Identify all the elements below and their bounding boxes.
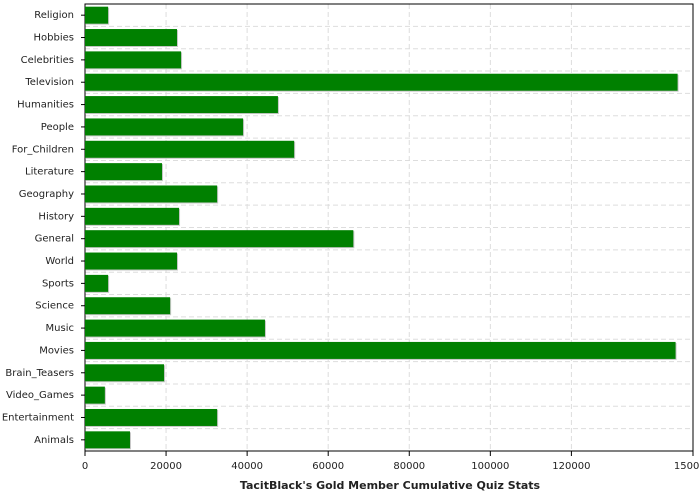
- y-tick-label: Sports: [42, 278, 74, 289]
- bar: [85, 96, 278, 114]
- bar: [85, 6, 109, 24]
- y-tick-label: Entertainment: [2, 412, 74, 423]
- y-tick-label: Movies: [39, 345, 74, 356]
- y-tick-label: Literature: [25, 167, 74, 178]
- x-tick-label: 0: [82, 461, 88, 472]
- y-tick-label: Hobbies: [34, 33, 74, 44]
- bar: [85, 274, 109, 292]
- x-tick-label: 150000: [674, 461, 700, 472]
- bar: [85, 140, 295, 158]
- x-tick-label: 100000: [471, 461, 509, 472]
- y-tick-label: Religion: [34, 10, 74, 21]
- y-tick-label: Video_Games: [6, 390, 74, 401]
- x-axis-label: TacitBlack's Gold Member Cumulative Quiz…: [240, 479, 541, 492]
- bar: [85, 252, 178, 270]
- bar: [85, 163, 163, 181]
- bar: [85, 51, 182, 69]
- x-tick-label: 80000: [393, 461, 425, 472]
- bar: [85, 207, 180, 225]
- y-tick-label: Animals: [34, 435, 74, 446]
- y-tick-label: Television: [24, 77, 74, 88]
- plot-frame: [84, 3, 694, 452]
- bar: [85, 386, 105, 404]
- y-tick-label: General: [35, 234, 74, 245]
- x-tick-label: 120000: [552, 461, 590, 472]
- bar: [85, 185, 218, 203]
- x-tick-label: 40000: [231, 461, 263, 472]
- y-tick-label: Music: [46, 323, 74, 334]
- y-tick-label: Science: [35, 301, 74, 312]
- y-tick-label: Humanities: [17, 100, 74, 111]
- x-tick-label: 60000: [312, 461, 344, 472]
- y-tick-label: Geography: [19, 189, 74, 200]
- x-tick-label: 20000: [150, 461, 182, 472]
- bar: [85, 319, 265, 337]
- y-tick-label: People: [41, 122, 74, 133]
- bar: [85, 73, 678, 91]
- bar: [85, 431, 130, 449]
- bar: [85, 230, 354, 248]
- bar: [85, 297, 171, 315]
- y-tick-label: Brain_Teasers: [5, 368, 74, 379]
- bar: [85, 364, 165, 382]
- y-tick-label: History: [38, 211, 74, 222]
- y-tick-label: For_Children: [12, 144, 74, 155]
- bar: [85, 29, 178, 47]
- bar: [85, 408, 218, 426]
- y-tick-label: Celebrities: [21, 55, 74, 66]
- bar: [85, 341, 676, 359]
- y-tick-label: World: [45, 256, 74, 267]
- bar: [85, 118, 244, 136]
